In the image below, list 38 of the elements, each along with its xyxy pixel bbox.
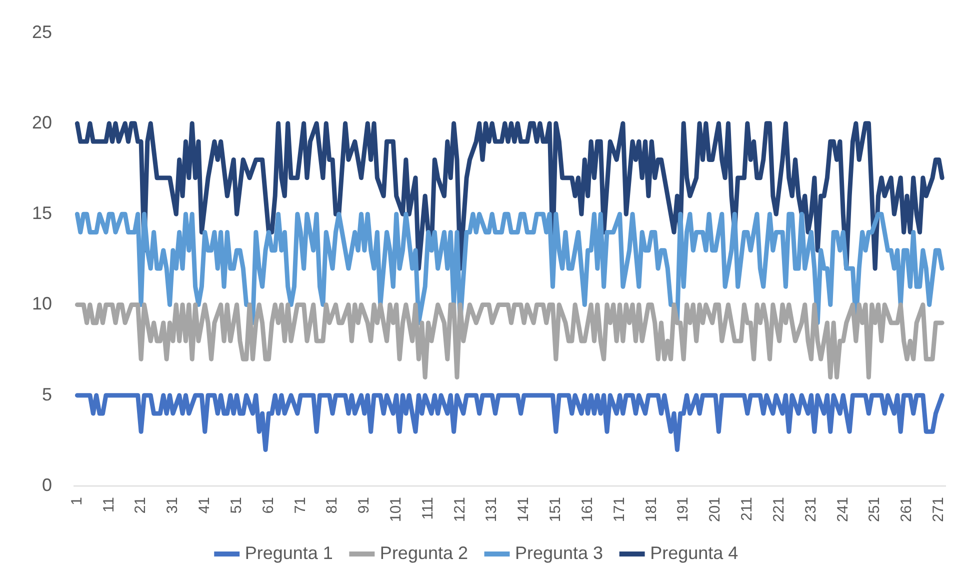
y-tick-label: 10 xyxy=(32,294,52,314)
x-tick-label: 121 xyxy=(451,496,468,522)
x-tick-label: 211 xyxy=(738,496,756,521)
x-tick-label: 241 xyxy=(834,496,852,522)
x-tick-label: 131 xyxy=(483,496,500,522)
x-tick-label: 261 xyxy=(898,496,916,522)
x-tick-label: 111 xyxy=(419,496,436,520)
x-tick-label: 1 xyxy=(68,496,86,506)
x-tick-label: 181 xyxy=(642,496,660,522)
x-tick-label: 21 xyxy=(132,496,150,514)
x-tick-label: 81 xyxy=(324,496,341,514)
legend-label: Pregunta 2 xyxy=(380,542,468,563)
x-tick-label: 221 xyxy=(770,496,788,522)
x-tick-label: 51 xyxy=(228,496,245,514)
x-tick-label: 141 xyxy=(515,496,532,522)
y-tick-label: 25 xyxy=(32,22,52,42)
legend-label: Pregunta 3 xyxy=(515,542,604,563)
x-tick-label: 31 xyxy=(164,496,182,514)
x-tick-label: 201 xyxy=(706,496,724,522)
legend-label: Pregunta 1 xyxy=(244,542,333,563)
x-tick-label: 101 xyxy=(387,496,404,522)
legend-label: Pregunta 4 xyxy=(650,542,738,563)
x-tick-label: 191 xyxy=(674,496,692,522)
x-tick-label: 161 xyxy=(578,496,596,522)
x-tick-label: 41 xyxy=(196,496,214,514)
y-tick-label: 20 xyxy=(32,112,52,132)
x-tick-label: 251 xyxy=(866,496,884,522)
y-tick-label: 15 xyxy=(32,203,52,224)
y-tick-label: 0 xyxy=(42,474,52,495)
x-tick-label: 151 xyxy=(547,496,564,522)
x-tick-label: 11 xyxy=(100,496,118,513)
x-tick-label: 61 xyxy=(260,496,277,514)
y-tick-label: 5 xyxy=(42,384,52,404)
x-tick-label: 171 xyxy=(610,496,628,522)
x-tick-label: 91 xyxy=(356,496,373,514)
x-tick-label: 71 xyxy=(292,496,309,514)
x-tick-label: 231 xyxy=(802,496,820,522)
x-tick-label: 271 xyxy=(930,496,948,522)
